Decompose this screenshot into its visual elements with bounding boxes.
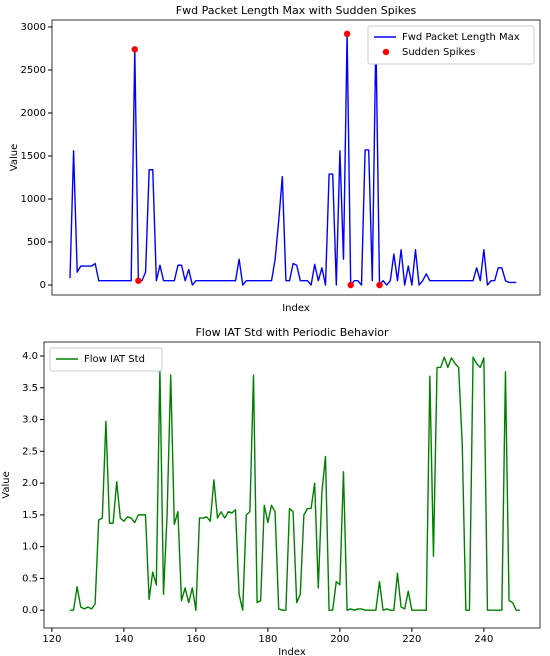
- x-tick-label: 120: [42, 634, 61, 645]
- y-tick-label: 3000: [21, 22, 46, 33]
- legend-label: Flow IAT Std: [84, 354, 145, 365]
- y-tick-label: 1000: [21, 194, 46, 205]
- y-tick-label: 1.5: [22, 510, 38, 521]
- legend-box: [49, 347, 163, 372]
- y-tick-label: 1.0: [22, 542, 38, 553]
- y-axis-label: Value: [1, 471, 12, 498]
- plot-frame: [51, 19, 541, 296]
- y-tick-label: 500: [27, 237, 46, 248]
- y-tick-label: 0.5: [22, 573, 38, 584]
- legend-marker: [382, 48, 390, 56]
- y-tick-label: 2500: [21, 65, 46, 76]
- legend-label: Sudden Spikes: [402, 47, 475, 58]
- spike-point: [347, 281, 354, 289]
- x-tick-label: 180: [258, 634, 277, 645]
- y-tick-label: 3.0: [22, 415, 38, 426]
- x-tick-label: 160: [186, 634, 205, 645]
- y-tick-label: 0.0: [22, 605, 38, 616]
- x-tick-label: 220: [402, 634, 421, 645]
- y-axis-label: Value: [9, 144, 20, 171]
- spike-point: [343, 30, 351, 38]
- data-line: [69, 33, 517, 286]
- plot-frame: [43, 341, 541, 629]
- y-tick-label: 1500: [21, 151, 46, 162]
- spike-point: [376, 281, 383, 289]
- y-tick-label: 2.5: [22, 446, 38, 457]
- data-line: [69, 356, 520, 611]
- chart-title: Flow IAT Std with Periodic Behavior: [195, 326, 389, 339]
- y-tick-label: 4.0: [22, 351, 38, 362]
- legend-box: [367, 25, 535, 65]
- y-tick-label: 2.0: [22, 478, 38, 489]
- x-tick-label: 140: [114, 634, 133, 645]
- legend-label: Fwd Packet Length Max: [402, 32, 520, 43]
- x-axis-label: Index: [278, 647, 306, 656]
- x-tick-label: 200: [330, 634, 349, 645]
- x-axis-label: Index: [282, 303, 310, 314]
- spike-point: [131, 46, 138, 53]
- chart-title: Fwd Packet Length Max with Sudden Spikes: [176, 4, 417, 17]
- y-tick-label: 0: [40, 280, 46, 291]
- y-tick-label: 2000: [21, 108, 46, 119]
- spike-point: [135, 277, 142, 284]
- y-tick-label: 3.5: [22, 383, 38, 394]
- x-tick-label: 240: [474, 634, 493, 645]
